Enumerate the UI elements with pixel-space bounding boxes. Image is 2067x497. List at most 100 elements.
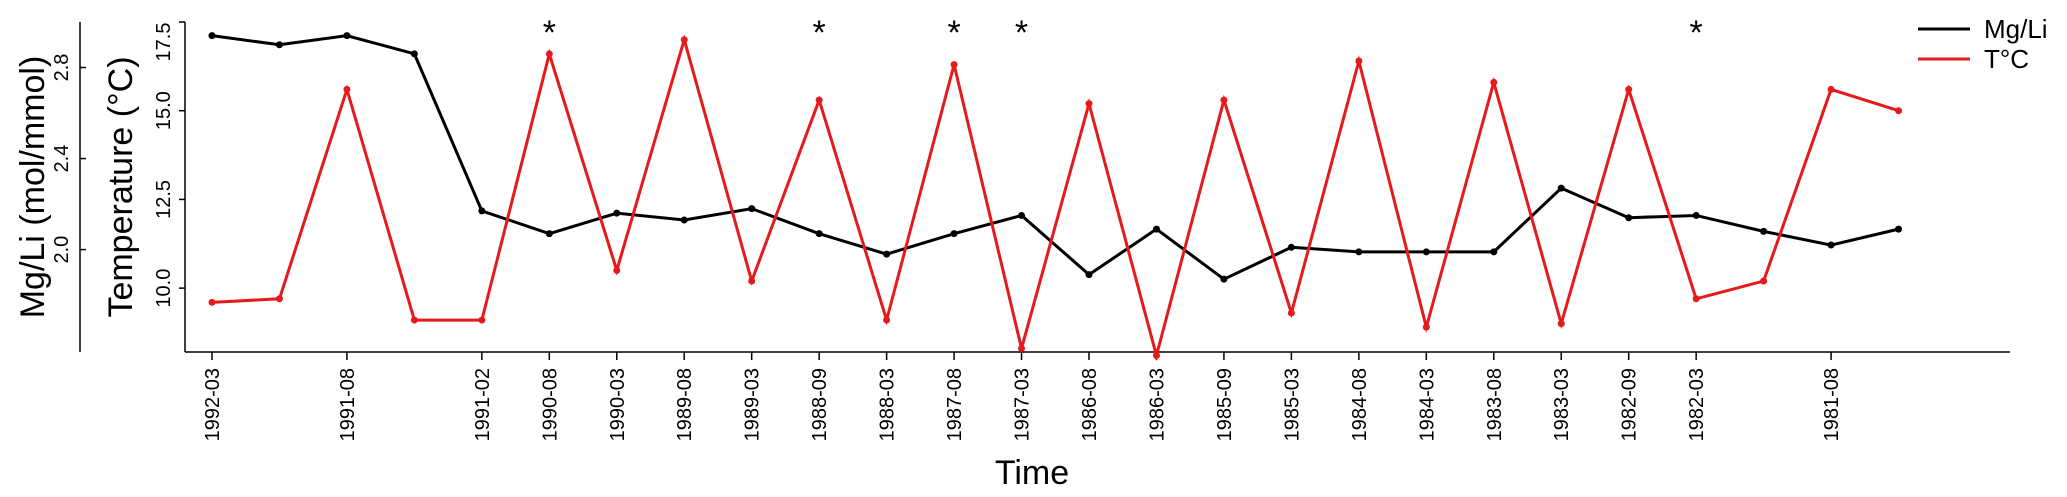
mgli-data-point: [343, 32, 351, 40]
temp-data-point: [1760, 277, 1768, 285]
axes: [79, 22, 2010, 353]
x-axis-title: Time: [995, 454, 1069, 492]
series-layer: [208, 32, 1903, 362]
mgli-data-point: [1760, 227, 1768, 235]
mgli-tick-label: 2.4: [51, 145, 73, 173]
mgli-data-point: [1220, 275, 1228, 283]
x-tick-label: 1990-03: [607, 368, 629, 441]
temp-data-point: [1018, 344, 1026, 352]
temp-data-point: [1422, 323, 1430, 331]
x-tick-label: 1985-09: [1214, 368, 1236, 441]
significance-stars: * * * * *: [543, 14, 1703, 52]
temp-data-point: [410, 316, 418, 324]
temp-tick-label: 10.0: [153, 269, 175, 308]
temp-data-point: [1557, 320, 1565, 328]
mgli-data-point: [1490, 248, 1498, 256]
y-axis-title-temp: Temperature (°C): [102, 56, 140, 317]
temp-data-point: [275, 295, 283, 303]
mgli-data-point: [1085, 271, 1093, 279]
x-tick-label: 1988-03: [877, 368, 899, 441]
temp-data-point: [1220, 96, 1228, 104]
temp-data-point: [748, 277, 756, 285]
x-tick-label: 1983-08: [1484, 368, 1506, 441]
mgli-data-point: [883, 250, 891, 258]
x-ticks: 1992-03 1991-08 1991-02 1990-08 1990-03 1989-…: [202, 352, 1843, 441]
legend-label-temp: T°C: [1984, 44, 2029, 74]
temp-data-point: [1085, 100, 1093, 108]
temp-data-point: [950, 61, 958, 69]
x-tick-label: 1991-02: [472, 368, 494, 441]
x-tick-label: 1992-03: [202, 368, 224, 441]
mgli-tick-label: 2.0: [51, 236, 73, 264]
temp-series-line: [211, 34, 1899, 362]
mgli-data-point: [545, 230, 553, 238]
temp-data-point: [613, 266, 621, 274]
temp-data-point: [883, 316, 891, 324]
mgli-data-point: [815, 230, 823, 238]
x-tick-label: 1984-03: [1416, 368, 1438, 441]
mgli-data-point: [1692, 211, 1700, 219]
legend-label-mgli: Mg/Li: [1984, 14, 2048, 44]
temp-data-point: [1827, 85, 1835, 93]
significance-star: *: [1015, 14, 1028, 52]
mgli-data-point: [478, 207, 486, 215]
mgli-data-point: [1287, 243, 1295, 251]
x-tick-label: 1989-03: [742, 368, 764, 441]
temp-data-point: [1625, 85, 1633, 93]
temp-data-point: [478, 316, 486, 324]
temp-data-point: [815, 96, 823, 104]
x-tick-label: 1987-03: [1012, 368, 1034, 441]
x-tick-label: 1989-08: [674, 368, 696, 441]
temp-tick-label: 15.0: [153, 91, 175, 130]
temp-data-point: [1355, 57, 1363, 65]
mgli-data-point: [1018, 211, 1026, 219]
x-tick-label: 1984-08: [1349, 368, 1371, 441]
significance-star: *: [813, 14, 826, 52]
mgli-data-point: [1625, 214, 1633, 222]
temp-data-point: [680, 36, 688, 44]
x-tick-label: 1986-03: [1146, 368, 1168, 441]
mgli-data-point: [680, 216, 688, 224]
temp-data-point: [1287, 309, 1295, 317]
x-tick-label: 1986-08: [1079, 368, 1101, 441]
mgli-data-point: [1422, 248, 1430, 256]
y-axis-title-mgli: Mg/Li (mol/mmol): [14, 56, 52, 319]
temp-tick-label: 17.5: [153, 23, 175, 62]
x-tick-label: 1987-08: [944, 368, 966, 441]
x-tick-label: 1985-03: [1281, 368, 1303, 441]
mgli-tick-label: 2.8: [51, 54, 73, 82]
x-tick-label: 1981-08: [1821, 368, 1843, 441]
mgli-data-point: [1895, 225, 1903, 233]
mgli-ticks: 2.0 2.4 2.8: [51, 54, 86, 264]
mgli-data-point: [950, 230, 958, 238]
temp-data-point: [208, 298, 216, 306]
significance-star: *: [947, 14, 960, 52]
temp-data-point: [1692, 295, 1700, 303]
significance-star: *: [1690, 14, 1703, 52]
mgli-data-point: [1355, 248, 1363, 256]
temp-data-point: [1895, 107, 1903, 115]
significance-star: *: [543, 14, 556, 52]
temp-data-point: [545, 50, 553, 58]
x-tick-label: 1991-08: [337, 368, 359, 441]
mgli-data-point: [1557, 184, 1565, 192]
x-tick-label: 1990-08: [539, 368, 561, 441]
mgli-data-point: [208, 32, 216, 40]
legend: Mg/Li T°C: [1918, 14, 2048, 74]
temp-data-point: [1490, 78, 1498, 86]
temp-data-point: [1152, 352, 1160, 360]
mgli-data-point: [410, 50, 418, 58]
mgli-data-point: [275, 41, 283, 49]
temp-ticks: 10.0 12.5 15.0 17.5: [153, 21, 185, 308]
mgli-series-line: [211, 34, 1899, 281]
mgli-data-point: [748, 205, 756, 213]
x-tick-label: 1982-03: [1686, 368, 1708, 441]
x-tick-label: 1983-03: [1551, 368, 1573, 441]
temp-data-point: [343, 85, 351, 93]
mgli-data-point: [1152, 225, 1160, 233]
mgli-data-point: [613, 209, 621, 217]
temp-tick-label: 12.5: [153, 180, 175, 219]
x-tick-label: 1988-09: [809, 368, 831, 441]
x-tick-label: 1982-09: [1619, 368, 1641, 441]
